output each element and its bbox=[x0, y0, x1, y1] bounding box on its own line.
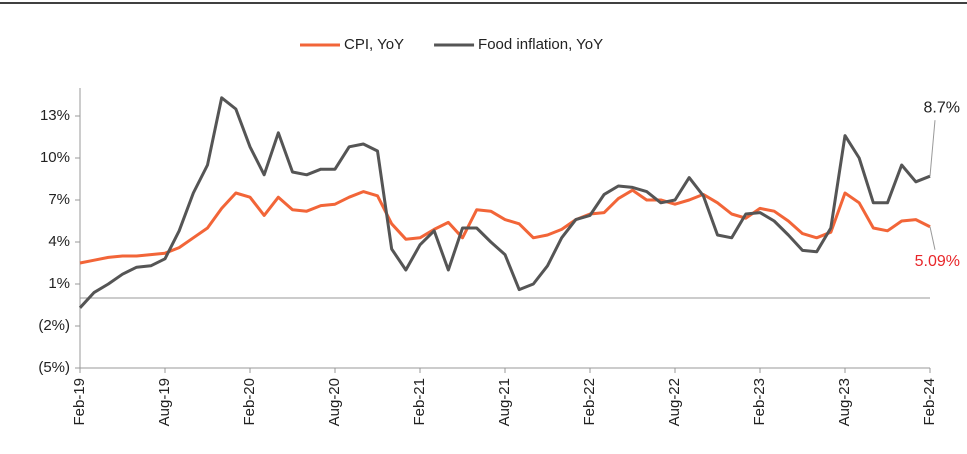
x-tick-label: Feb-20 bbox=[241, 378, 258, 426]
x-tick-label: Aug-21 bbox=[496, 378, 513, 426]
series-line bbox=[78, 96, 931, 309]
x-tick-label: Feb-23 bbox=[751, 378, 768, 426]
value-label: 8.7% bbox=[924, 99, 960, 116]
x-tick-label: Aug-20 bbox=[326, 378, 343, 426]
x-tick-label: Aug-23 bbox=[836, 378, 853, 426]
y-tick-label: (2%) bbox=[38, 317, 70, 334]
y-tick-label: 13% bbox=[40, 107, 70, 124]
y-tick-label: 7% bbox=[48, 191, 70, 208]
y-tick-label: (5%) bbox=[38, 359, 70, 376]
y-tick-label: 1% bbox=[48, 275, 70, 292]
x-tick-label: Feb-24 bbox=[921, 378, 938, 426]
legend-label: Food inflation, YoY bbox=[478, 36, 603, 53]
x-tick-label: Aug-19 bbox=[156, 378, 173, 426]
x-tick-label: Feb-21 bbox=[411, 378, 428, 426]
legend-label: CPI, YoY bbox=[344, 36, 404, 53]
x-tick-label: Feb-22 bbox=[581, 378, 598, 426]
annotation-leader bbox=[929, 120, 936, 177]
annotation-leader bbox=[929, 226, 936, 250]
y-tick-label: 10% bbox=[40, 149, 70, 166]
y-tick-label: 4% bbox=[48, 233, 70, 250]
value-label: 5.09% bbox=[915, 253, 960, 270]
x-tick-label: Aug-22 bbox=[666, 378, 683, 426]
x-tick-label: Feb-19 bbox=[71, 378, 88, 426]
series-line bbox=[79, 188, 931, 265]
